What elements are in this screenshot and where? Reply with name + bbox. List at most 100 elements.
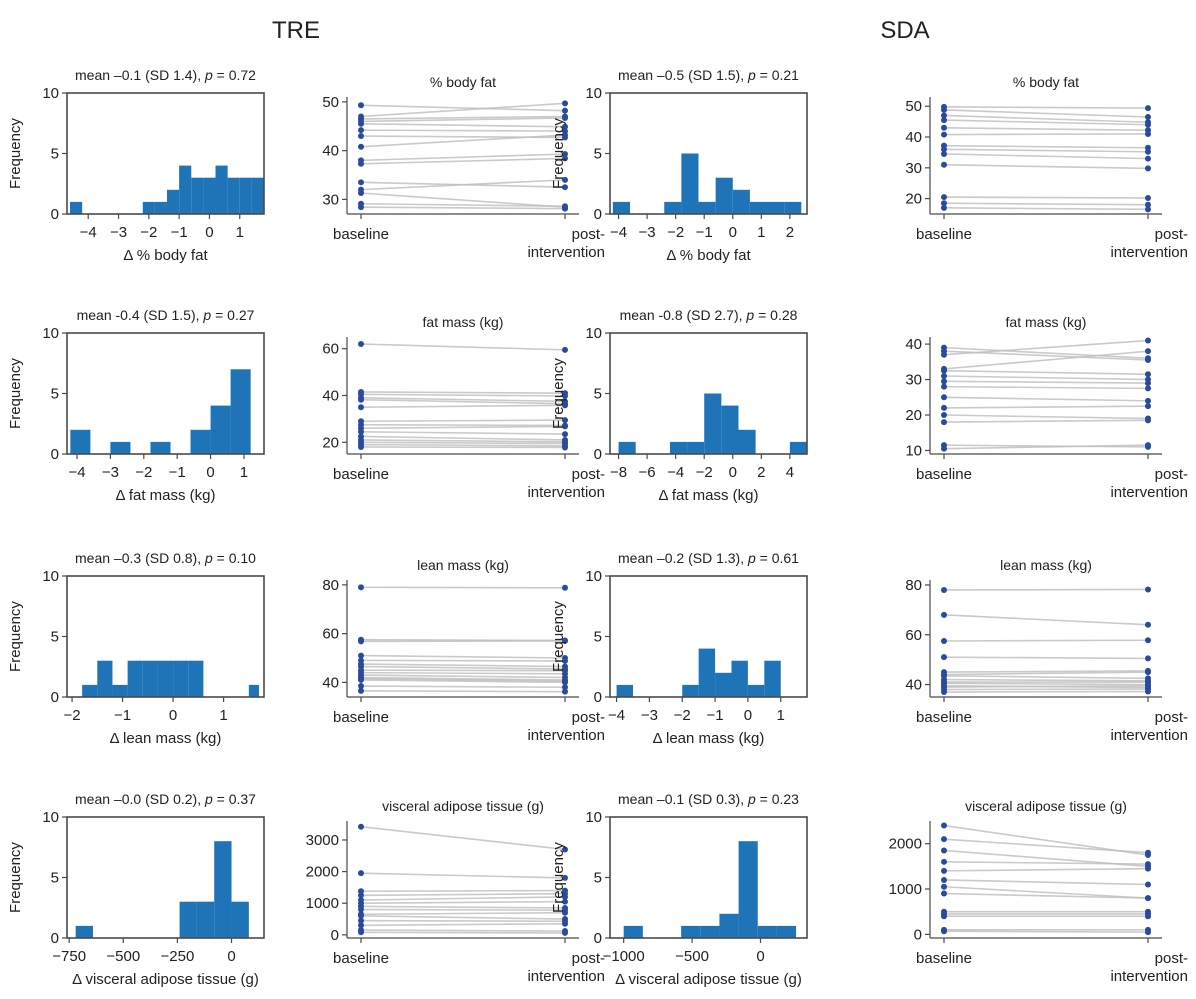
x-tick-label: baseline — [916, 226, 972, 243]
subject-line — [360, 679, 566, 684]
x-tick-label: 1 — [219, 707, 227, 724]
post-point — [1145, 655, 1151, 662]
y-tick-label: 0 — [51, 930, 59, 947]
histogram-bar — [196, 901, 215, 938]
baseline-point — [941, 412, 947, 418]
post-point — [1145, 669, 1151, 676]
baseline-point — [941, 890, 947, 897]
x-tick-label: −3 — [102, 464, 119, 481]
y-tick-label: 0 — [914, 926, 922, 943]
post-point — [1145, 385, 1151, 392]
baseline-point — [941, 131, 947, 138]
subject-line — [943, 350, 1149, 370]
baseline-point — [941, 847, 947, 854]
histogram-panel-2: −4 −3 −2 −1 0 1 2 0 5 10 mean –0.5 (SD 1.5), p = 0… — [550, 67, 808, 264]
subject-line — [360, 665, 566, 670]
baseline-point — [941, 394, 947, 401]
baseline-point — [941, 637, 947, 644]
post-point — [562, 100, 568, 107]
post-point — [1145, 105, 1151, 112]
post-point — [562, 132, 568, 139]
paired-panel-9: 40 60 80 baseline post-intervention lean mass… — [322, 557, 605, 744]
x-tick-label: post- — [1155, 950, 1188, 967]
baseline-point — [358, 204, 364, 211]
y-tick-label: 60 — [322, 341, 339, 358]
panel-title: % body fat — [430, 74, 496, 90]
panel-title: lean mass (kg) — [417, 557, 509, 573]
y-axis-label: Frequency — [550, 842, 567, 913]
x-tick-label: baseline — [916, 466, 972, 483]
baseline-point — [941, 876, 947, 883]
histogram-bar — [110, 441, 131, 454]
subject-line — [360, 423, 566, 427]
panel-title: fat mass (kg) — [1006, 314, 1087, 330]
histogram-bar — [682, 684, 699, 697]
subject-line — [943, 414, 1149, 420]
subject-line — [943, 838, 1149, 854]
subject-line — [360, 435, 566, 441]
subject-line — [943, 163, 1149, 170]
post-point — [562, 444, 568, 451]
post-point — [1145, 442, 1151, 449]
histogram-bar — [127, 660, 143, 697]
title-pvalue: = 0.21 — [756, 67, 799, 83]
y-tick-label: 5 — [594, 386, 602, 403]
histogram-bar — [616, 684, 633, 697]
x-tick-label: post- — [572, 709, 605, 726]
baseline-point — [358, 190, 364, 197]
y-tick-label: 30 — [322, 191, 339, 208]
subject-line — [943, 375, 1149, 381]
histogram-bar — [248, 684, 259, 697]
post-point — [562, 893, 568, 900]
x-axis-label: Δ visceral adipose tissue (g) — [72, 971, 259, 988]
post-point — [1145, 165, 1151, 172]
group-title-sda: SDA — [880, 17, 929, 44]
subject-line — [360, 919, 566, 923]
y-tick-label: 30 — [905, 372, 922, 389]
x-axis-label: Δ % body fat — [666, 247, 751, 264]
title-p: p — [745, 307, 754, 323]
post-point — [562, 151, 568, 158]
histogram-bar — [764, 660, 781, 697]
subject-line — [943, 207, 1149, 211]
title-stat: mean –0.5 (SD 1.5), — [618, 67, 748, 83]
y-tick-label: 60 — [905, 627, 922, 644]
subject-line — [360, 441, 566, 445]
post-point — [562, 176, 568, 183]
histogram-bar — [623, 925, 643, 938]
panel-title: mean -0.8 (SD 2.7), p = 0.28 — [620, 307, 798, 323]
x-axis-label: Δ % body fat — [123, 247, 208, 264]
post-point — [1145, 881, 1151, 888]
baseline-point — [941, 373, 947, 379]
subject-line — [943, 196, 1149, 199]
baseline-point — [358, 683, 364, 690]
baseline-point — [358, 922, 364, 929]
post-point — [562, 346, 568, 353]
subject-line — [943, 656, 1149, 660]
baseline-point — [941, 611, 947, 618]
y-tick-label: 5 — [594, 146, 602, 163]
post-point — [562, 205, 568, 212]
post-point — [1145, 130, 1151, 137]
x-tick-label: −4 — [80, 224, 97, 241]
baseline-point — [358, 638, 364, 645]
baseline-point — [358, 102, 364, 109]
subject-line — [943, 339, 1149, 356]
histogram-bar — [776, 925, 797, 938]
baseline-point — [358, 687, 364, 694]
baseline-point — [941, 146, 947, 153]
subject-line — [943, 202, 1149, 206]
y-tick-label: 80 — [905, 577, 922, 594]
baseline-point — [358, 917, 364, 924]
subject-line — [360, 153, 566, 162]
histogram-bar — [173, 660, 189, 697]
subject-line — [943, 114, 1149, 124]
subject-line — [360, 391, 566, 394]
baseline-point — [358, 127, 364, 134]
subject-line — [943, 671, 1149, 676]
subject-line — [943, 144, 1149, 149]
y-tick-label: 5 — [51, 146, 59, 163]
histogram-bar — [757, 925, 777, 938]
